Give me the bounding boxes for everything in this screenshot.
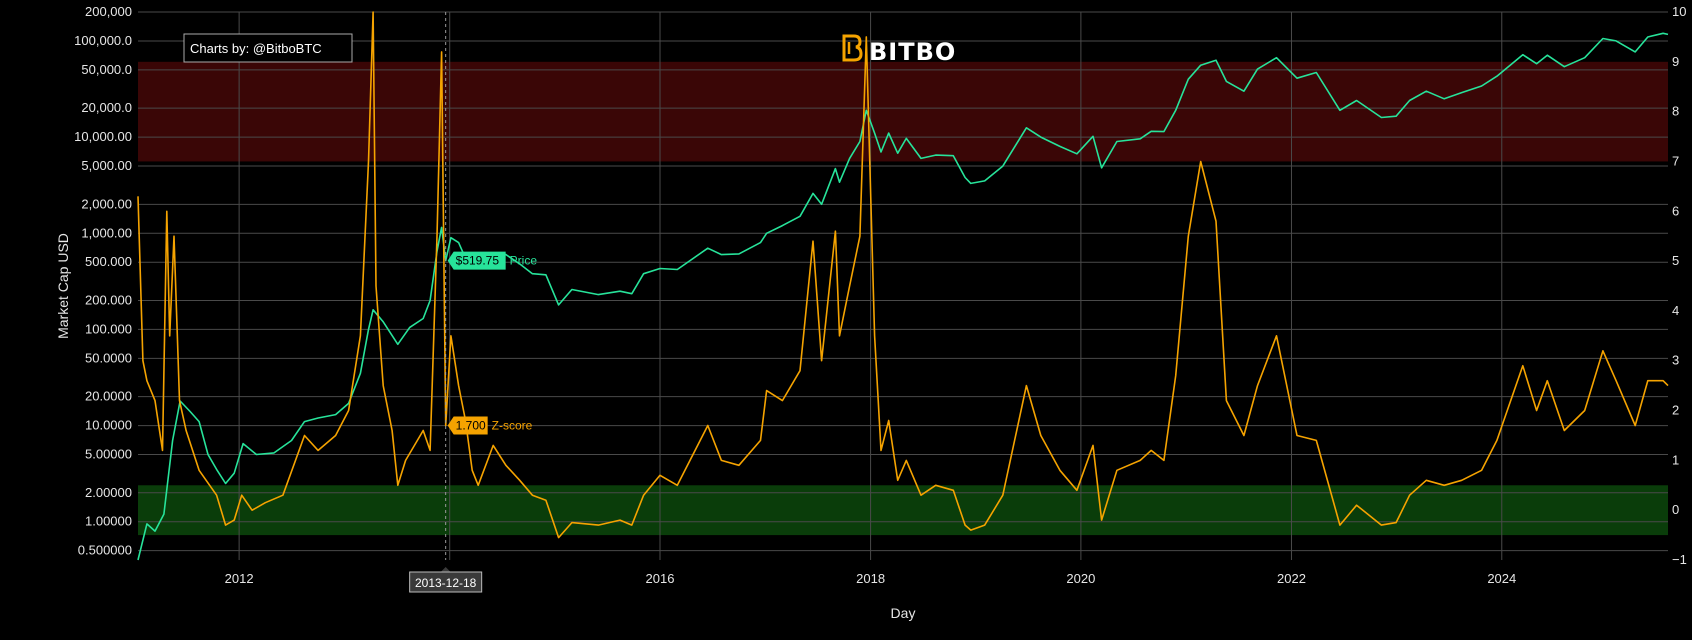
y-left-tick-label: 200.000 bbox=[85, 292, 132, 307]
y-left-tick-label: 10,000.00 bbox=[74, 129, 132, 144]
x-tick-label: 2018 bbox=[856, 571, 885, 586]
y-left-tick-label: 50.0000 bbox=[85, 350, 132, 365]
y-right-tick-label: 4 bbox=[1672, 303, 1679, 318]
series-layer bbox=[137, 11, 1669, 561]
logo-text: BITBO bbox=[869, 38, 956, 66]
y-left-tick-label: 5,000.00 bbox=[81, 158, 132, 173]
y-right-tick-label: 2 bbox=[1672, 403, 1679, 418]
x-axis-title: Day bbox=[891, 605, 916, 621]
x-tick-label: 2012 bbox=[225, 571, 254, 586]
hover-date-label: 2013-12-18 bbox=[415, 576, 477, 590]
y-left-tick-label: 5.00000 bbox=[85, 447, 132, 462]
zscore-hover-name: Z-score bbox=[492, 418, 533, 432]
y-axis-title: Market Cap USD bbox=[55, 233, 71, 339]
top-band bbox=[138, 61, 1668, 162]
grid bbox=[138, 11, 1668, 560]
y-left-tick-label: 1,000.00 bbox=[81, 225, 132, 240]
y-left-tick-label: 0.500000 bbox=[78, 543, 132, 558]
bitbo-b-icon bbox=[842, 34, 863, 62]
y-left-tick-label: 20.0000 bbox=[85, 389, 132, 404]
y-right-tick-label: 3 bbox=[1672, 353, 1679, 368]
bottom-band bbox=[138, 485, 1668, 536]
x-tick-label: 2022 bbox=[1277, 571, 1306, 586]
y-left-tick-label: 20,000.0 bbox=[81, 100, 132, 115]
y-right-tick-label: −1 bbox=[1672, 552, 1687, 567]
price-hover-name: Price bbox=[510, 254, 538, 268]
y-left-tick-label: 500.000 bbox=[85, 254, 132, 269]
y-right-tick-label: 10 bbox=[1672, 4, 1686, 19]
y-right-tick-label: 0 bbox=[1672, 502, 1679, 517]
y-left-tick-label: 1.00000 bbox=[85, 514, 132, 529]
hover-layer: 2013-12-18 $519.75 Price 1.700 Z-score bbox=[409, 12, 538, 593]
bitbo-logo: BITBO bbox=[842, 34, 956, 66]
y-left-tick-label: 200,000 bbox=[85, 4, 132, 19]
y-left-tick-label: 2,000.00 bbox=[81, 196, 132, 211]
hover-date-pointer bbox=[440, 567, 451, 572]
y-left-tick-label: 50,000.0 bbox=[81, 62, 132, 77]
y-left-tick-label: 10.0000 bbox=[85, 418, 132, 433]
x-tick-label: 2020 bbox=[1066, 571, 1095, 586]
zscore-hover-value: 1.700 bbox=[456, 418, 486, 432]
x-tick-label: 2024 bbox=[1487, 571, 1516, 586]
hover-date-box bbox=[409, 571, 483, 593]
y-left-tick-label: 100,000.0 bbox=[74, 33, 132, 48]
z-score-line bbox=[137, 11, 1669, 539]
zscore-hover-box bbox=[447, 416, 488, 435]
y-left-tick-label: 2.00000 bbox=[85, 485, 132, 500]
y-left-tick-label: 100.000 bbox=[85, 321, 132, 336]
credit-text: Charts by: @BitboBTC bbox=[190, 41, 322, 56]
y-right-tick-label: 8 bbox=[1672, 104, 1679, 119]
y-left-axis-ticks: 200,000 100,000.0 50,000.0 20,000.0 10,000.0… bbox=[74, 4, 132, 558]
price-hover-box bbox=[447, 251, 506, 270]
y-right-tick-label: 5 bbox=[1672, 253, 1679, 268]
y-right-tick-label: 1 bbox=[1672, 452, 1679, 467]
credit-box: Charts by: @BitboBTC bbox=[183, 33, 353, 63]
threshold-bands bbox=[138, 61, 1668, 536]
y-right-tick-label: 7 bbox=[1672, 153, 1679, 168]
y-right-tick-label: 6 bbox=[1672, 203, 1679, 218]
x-tick-label: 2016 bbox=[646, 571, 675, 586]
y-right-tick-label: 9 bbox=[1672, 54, 1679, 69]
price-hover-value: $519.75 bbox=[456, 254, 500, 268]
